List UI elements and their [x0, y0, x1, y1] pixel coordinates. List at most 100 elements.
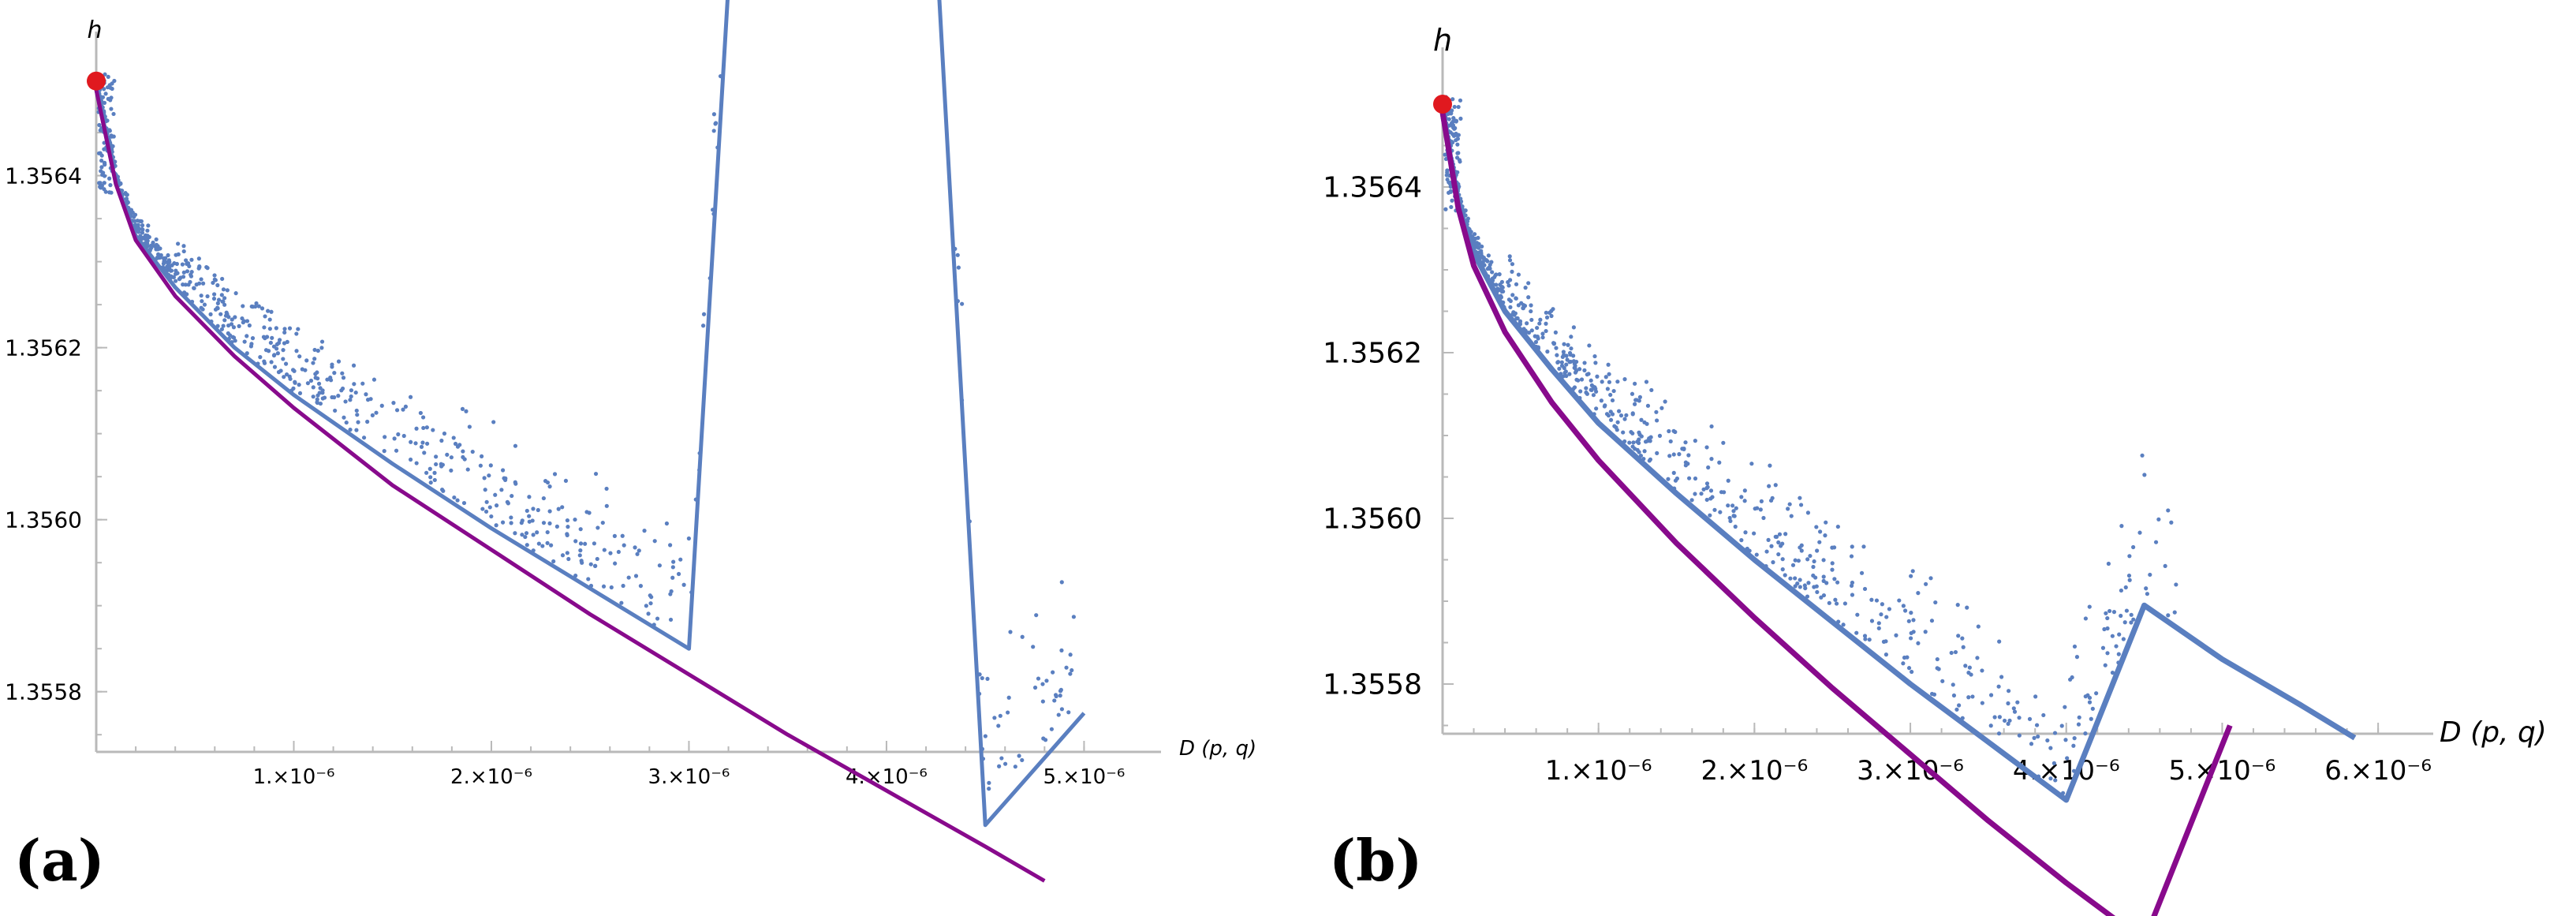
data-point	[484, 499, 489, 504]
data-point	[247, 323, 252, 328]
y-tick-label: 1.3564	[5, 163, 82, 189]
data-point	[424, 470, 429, 475]
data-point	[1630, 391, 1635, 396]
data-point	[2129, 612, 2134, 617]
data-point	[1633, 381, 1637, 386]
data-point	[1637, 398, 1641, 403]
data-point	[1618, 413, 1624, 418]
data-point	[622, 543, 626, 548]
data-point	[333, 408, 338, 413]
data-point	[1445, 168, 1450, 173]
data-point	[2114, 644, 2119, 649]
data-point	[1472, 232, 1477, 237]
data-point	[1561, 350, 1566, 354]
data-point	[1452, 104, 1457, 110]
data-point	[1615, 428, 1619, 432]
data-point	[340, 371, 345, 376]
data-point	[668, 617, 674, 623]
data-point	[408, 394, 413, 399]
data-point	[1955, 603, 1960, 608]
data-point	[180, 262, 185, 267]
data-point	[527, 514, 532, 518]
data-point	[1935, 666, 1939, 671]
data-point	[409, 439, 413, 444]
data-point	[1988, 723, 1993, 728]
data-point	[250, 336, 256, 341]
data-point	[1608, 409, 1613, 414]
data-point	[1960, 636, 1965, 641]
y-tick-label: 1.3562	[5, 335, 82, 361]
data-point	[2034, 723, 2040, 727]
data-point	[460, 406, 465, 411]
data-point	[461, 500, 467, 506]
data-point	[523, 534, 528, 540]
data-point	[2089, 716, 2093, 721]
data-point	[1031, 645, 1036, 649]
data-point	[664, 521, 670, 526]
data-point	[1793, 558, 1798, 563]
data-point	[135, 219, 140, 223]
data-point	[107, 128, 112, 133]
data-point	[2148, 572, 2152, 578]
data-point	[1624, 413, 1629, 417]
data-point	[1773, 534, 1778, 539]
data-point	[1608, 392, 1613, 398]
data-point	[1861, 544, 1866, 549]
data-point	[420, 440, 425, 445]
data-point	[1591, 393, 1596, 398]
data-point	[1909, 611, 1913, 615]
data-point	[1559, 360, 1564, 365]
data-point	[646, 611, 651, 616]
data-point	[2127, 578, 2132, 582]
data-point	[212, 292, 217, 297]
data-point	[470, 449, 475, 454]
data-point	[394, 408, 400, 413]
data-point	[305, 381, 311, 386]
data-point	[1443, 156, 1449, 162]
data-point	[461, 449, 465, 454]
data-point	[197, 264, 202, 270]
data-point	[1621, 430, 1626, 435]
data-point	[1876, 621, 1881, 626]
data-point	[308, 378, 314, 383]
data-point	[1887, 607, 1892, 611]
data-point	[263, 314, 267, 319]
data-point	[1862, 586, 1868, 592]
data-point	[391, 401, 396, 406]
data-point	[262, 325, 267, 330]
data-point	[1743, 530, 1748, 535]
data-point	[189, 272, 193, 277]
data-point	[102, 147, 106, 151]
data-point	[1709, 424, 1714, 429]
data-point	[612, 533, 617, 538]
data-point	[1053, 693, 1058, 697]
data-point	[1850, 580, 1855, 585]
data-point	[1594, 389, 1599, 394]
data-point	[1535, 335, 1540, 339]
data-point	[987, 780, 991, 785]
data-point	[1928, 576, 1933, 581]
data-point	[1514, 282, 1519, 286]
data-point	[2072, 736, 2077, 741]
data-point	[1562, 365, 1566, 371]
data-point	[304, 358, 309, 363]
data-point	[2059, 723, 2064, 728]
data-point	[670, 565, 675, 570]
data-point	[613, 561, 618, 566]
data-point	[1808, 553, 1813, 559]
data-point	[1752, 531, 1757, 536]
data-point	[1954, 707, 1959, 712]
data-point	[288, 376, 293, 381]
data-point	[711, 129, 716, 133]
data-point	[354, 428, 359, 432]
data-point	[1824, 581, 1829, 585]
data-point	[100, 172, 105, 178]
data-point	[173, 279, 178, 283]
data-point	[1874, 598, 1880, 603]
data-point	[2063, 738, 2068, 742]
data-point	[449, 468, 454, 473]
data-point	[1494, 272, 1499, 277]
data-point	[465, 467, 470, 472]
data-point	[1923, 630, 1928, 634]
data-point	[1553, 330, 1558, 335]
